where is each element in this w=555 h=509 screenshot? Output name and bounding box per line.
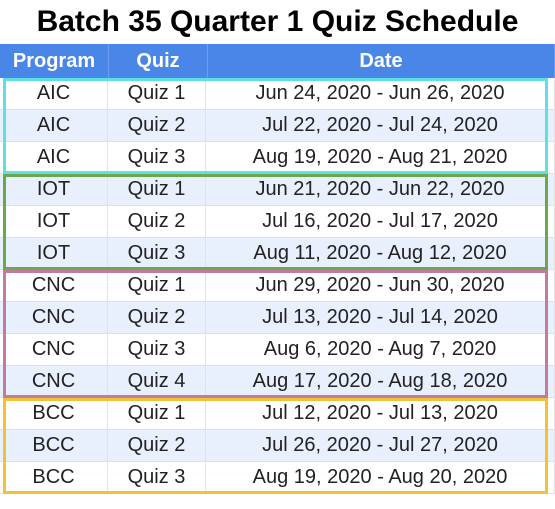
- cell-program[interactable]: BCC: [0, 398, 108, 429]
- cell-quiz[interactable]: Quiz 4: [108, 366, 206, 397]
- table-row: IOT Quiz 3 Aug 11, 2020 - Aug 12, 2020: [0, 238, 555, 270]
- header-date[interactable]: Date: [208, 44, 555, 78]
- page-title: Batch 35 Quarter 1 Quiz Schedule: [0, 0, 555, 45]
- cell-quiz[interactable]: Quiz 3: [108, 462, 206, 493]
- cell-program[interactable]: CNC: [0, 366, 108, 397]
- cell-date[interactable]: Aug 17, 2020 - Aug 18, 2020: [206, 366, 555, 397]
- table-row: CNC Quiz 3 Aug 6, 2020 - Aug 7, 2020: [0, 334, 555, 366]
- cell-program[interactable]: CNC: [0, 270, 108, 301]
- table-row: AIC Quiz 3 Aug 19, 2020 - Aug 21, 2020: [0, 142, 555, 174]
- cell-quiz[interactable]: Quiz 2: [108, 430, 206, 461]
- cell-date[interactable]: Jul 12, 2020 - Jul 13, 2020: [206, 398, 555, 429]
- cell-date[interactable]: Jul 22, 2020 - Jul 24, 2020: [206, 110, 555, 141]
- cell-program[interactable]: IOT: [0, 206, 108, 237]
- table-row: IOT Quiz 2 Jul 16, 2020 - Jul 17, 2020: [0, 206, 555, 238]
- cell-program[interactable]: AIC: [0, 78, 108, 109]
- cell-program[interactable]: BCC: [0, 430, 108, 461]
- table-row: CNC Quiz 4 Aug 17, 2020 - Aug 18, 2020: [0, 366, 555, 398]
- cell-date[interactable]: Jun 29, 2020 - Jun 30, 2020: [206, 270, 555, 301]
- cell-quiz[interactable]: Quiz 3: [108, 142, 206, 173]
- table-row: CNC Quiz 2 Jul 13, 2020 - Jul 14, 2020: [0, 302, 555, 334]
- table-row: BCC Quiz 2 Jul 26, 2020 - Jul 27, 2020: [0, 430, 555, 462]
- cell-program[interactable]: IOT: [0, 174, 108, 205]
- table-row: AIC Quiz 2 Jul 22, 2020 - Jul 24, 2020: [0, 110, 555, 142]
- cell-date[interactable]: Jul 26, 2020 - Jul 27, 2020: [206, 430, 555, 461]
- cell-date[interactable]: Aug 6, 2020 - Aug 7, 2020: [206, 334, 555, 365]
- cell-date[interactable]: Jul 16, 2020 - Jul 17, 2020: [206, 206, 555, 237]
- cell-quiz[interactable]: Quiz 3: [108, 334, 206, 365]
- cell-program[interactable]: CNC: [0, 334, 108, 365]
- cell-quiz[interactable]: Quiz 2: [108, 302, 206, 333]
- cell-quiz[interactable]: Quiz 2: [108, 110, 206, 141]
- header-program[interactable]: Program: [0, 44, 109, 78]
- cell-date[interactable]: Jun 24, 2020 - Jun 26, 2020: [206, 78, 555, 109]
- cell-quiz[interactable]: Quiz 2: [108, 206, 206, 237]
- cell-date[interactable]: Jun 21, 2020 - Jun 22, 2020: [206, 174, 555, 205]
- cell-program[interactable]: IOT: [0, 238, 108, 269]
- table-row: BCC Quiz 3 Aug 19, 2020 - Aug 20, 2020: [0, 462, 555, 494]
- cell-date[interactable]: Jul 13, 2020 - Jul 14, 2020: [206, 302, 555, 333]
- cell-quiz[interactable]: Quiz 3: [108, 238, 206, 269]
- cell-quiz[interactable]: Quiz 1: [108, 398, 206, 429]
- cell-date[interactable]: Aug 11, 2020 - Aug 12, 2020: [206, 238, 555, 269]
- table-header: Program Quiz Date: [0, 44, 555, 78]
- table-row: BCC Quiz 1 Jul 12, 2020 - Jul 13, 2020: [0, 398, 555, 430]
- cell-date[interactable]: Aug 19, 2020 - Aug 21, 2020: [206, 142, 555, 173]
- cell-date[interactable]: Aug 19, 2020 - Aug 20, 2020: [206, 462, 555, 493]
- schedule-table: AIC Quiz 1 Jun 24, 2020 - Jun 26, 2020 AIC Q…: [0, 78, 555, 494]
- cell-quiz[interactable]: Quiz 1: [108, 174, 206, 205]
- table-row: IOT Quiz 1 Jun 21, 2020 - Jun 22, 2020: [0, 174, 555, 206]
- cell-program[interactable]: BCC: [0, 462, 108, 493]
- table-row: AIC Quiz 1 Jun 24, 2020 - Jun 26, 2020: [0, 78, 555, 110]
- cell-quiz[interactable]: Quiz 1: [108, 78, 206, 109]
- header-quiz[interactable]: Quiz: [109, 44, 208, 78]
- cell-program[interactable]: CNC: [0, 302, 108, 333]
- cell-program[interactable]: AIC: [0, 110, 108, 141]
- cell-quiz[interactable]: Quiz 1: [108, 270, 206, 301]
- table-row: CNC Quiz 1 Jun 29, 2020 - Jun 30, 2020: [0, 270, 555, 302]
- cell-program[interactable]: AIC: [0, 142, 108, 173]
